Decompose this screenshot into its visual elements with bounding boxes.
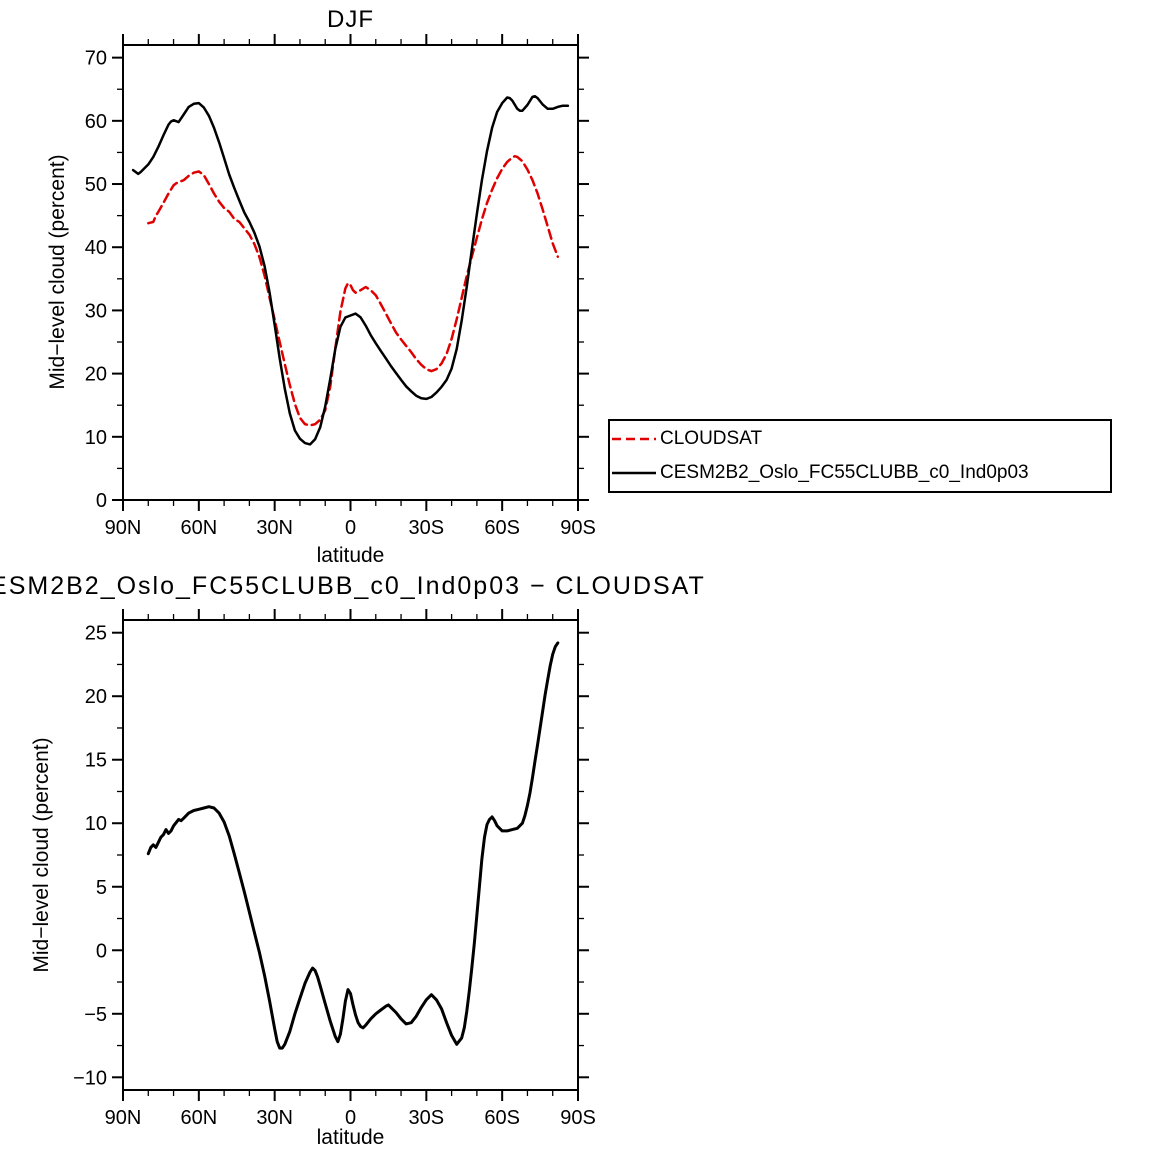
y-tick-label: 40	[85, 237, 107, 259]
bottom-chart-xlabel: latitude	[316, 1126, 385, 1149]
x-tick-label: 90N	[105, 517, 142, 539]
y-tick-label: 20	[85, 364, 107, 386]
y-tick-label: 25	[85, 623, 107, 645]
y-tick-label: 15	[85, 750, 107, 772]
y-tick-label: −5	[84, 1004, 107, 1026]
y-tick-label: 20	[85, 686, 107, 708]
x-tick-label: 30S	[409, 1107, 445, 1129]
x-tick-label: 90S	[560, 1107, 596, 1129]
legend: CLOUDSAT CESM2B2_Oslo_FC55CLUBB_c0_Ind0p…	[608, 419, 1112, 493]
bottom-chart-title: CESM2B2_Oslo_FC55CLUBB_c0_Ind0p03 − CLOU…	[0, 572, 706, 600]
x-tick-label: 30N	[256, 517, 293, 539]
bottom-chart-ylabel: Mid−level cloud (percent)	[30, 737, 53, 973]
y-tick-label: 60	[85, 111, 107, 133]
x-tick-label: 0	[345, 1107, 356, 1129]
legend-label-cloudsat: CLOUDSAT	[660, 428, 763, 449]
x-tick-label: 90S	[560, 517, 596, 539]
y-tick-label: 10	[85, 427, 107, 449]
y-tick-label: 0	[96, 490, 107, 512]
y-tick-label: 70	[85, 48, 107, 70]
chart-area-1: 90N 60N 30N 0 30S 60S 90S −10 −5 0 5 10 15 20 25	[73, 609, 596, 1129]
legend-entry-cloudsat: CLOUDSAT	[610, 423, 1110, 455]
x-tick-label: 0	[345, 517, 356, 539]
y-tick-label: 30	[85, 300, 107, 322]
series-line-cesm2b2-oslo-fc55clubb-c0-ind0p03	[131, 94, 570, 446]
y-tick-label: 10	[85, 813, 107, 835]
legend-line-sample-model	[612, 471, 656, 475]
top-chart-ylabel: Mid−level cloud (percent)	[46, 154, 69, 390]
series-line-cesm2b2-oslo-fc55clubb-c0-ind0p03-cloudsat	[146, 641, 560, 1050]
y-tick-label: 5	[96, 877, 107, 899]
chart-area-0: 90N 60N 30N 0 30S 60S 90S 0 10 20 30 40 50 60 70	[85, 34, 596, 539]
x-tick-label: 60N	[180, 1107, 217, 1129]
top-chart-title: DJF	[327, 6, 374, 33]
plot-border	[122, 619, 579, 1091]
y-tick-label: −10	[73, 1067, 107, 1089]
x-tick-label: 60S	[484, 1107, 520, 1129]
series-line-cloudsat	[147, 154, 560, 427]
x-tick-label: 60S	[484, 517, 520, 539]
x-tick-label: 30S	[409, 517, 445, 539]
legend-line-sample-cloudsat	[612, 437, 656, 441]
top-chart-xlabel: latitude	[316, 544, 385, 567]
x-tick-label: 90N	[105, 1107, 142, 1129]
x-tick-label: 30N	[256, 1107, 293, 1129]
y-tick-label: 0	[96, 940, 107, 962]
plot-border	[122, 44, 579, 501]
legend-entry-model: CESM2B2_Oslo_FC55CLUBB_c0_Ind0p03	[610, 457, 1110, 489]
legend-label-model: CESM2B2_Oslo_FC55CLUBB_c0_Ind0p03	[660, 462, 1029, 483]
y-tick-label: 50	[85, 174, 107, 196]
x-tick-label: 60N	[180, 517, 217, 539]
